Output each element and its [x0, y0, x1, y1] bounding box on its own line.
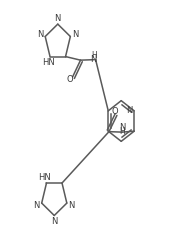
Text: N: N	[69, 201, 75, 210]
Text: H: H	[91, 51, 97, 60]
Text: N: N	[119, 123, 125, 132]
Text: N: N	[127, 106, 133, 115]
Text: N: N	[34, 201, 40, 210]
Text: N: N	[91, 55, 97, 64]
Text: H: H	[119, 127, 125, 136]
Text: O: O	[66, 75, 73, 84]
Text: N: N	[37, 30, 43, 39]
Text: HN: HN	[42, 58, 55, 67]
Text: N: N	[72, 30, 78, 39]
Text: HN: HN	[38, 173, 51, 182]
Text: N: N	[51, 217, 57, 226]
Text: N: N	[55, 14, 61, 23]
Text: O: O	[112, 106, 118, 116]
